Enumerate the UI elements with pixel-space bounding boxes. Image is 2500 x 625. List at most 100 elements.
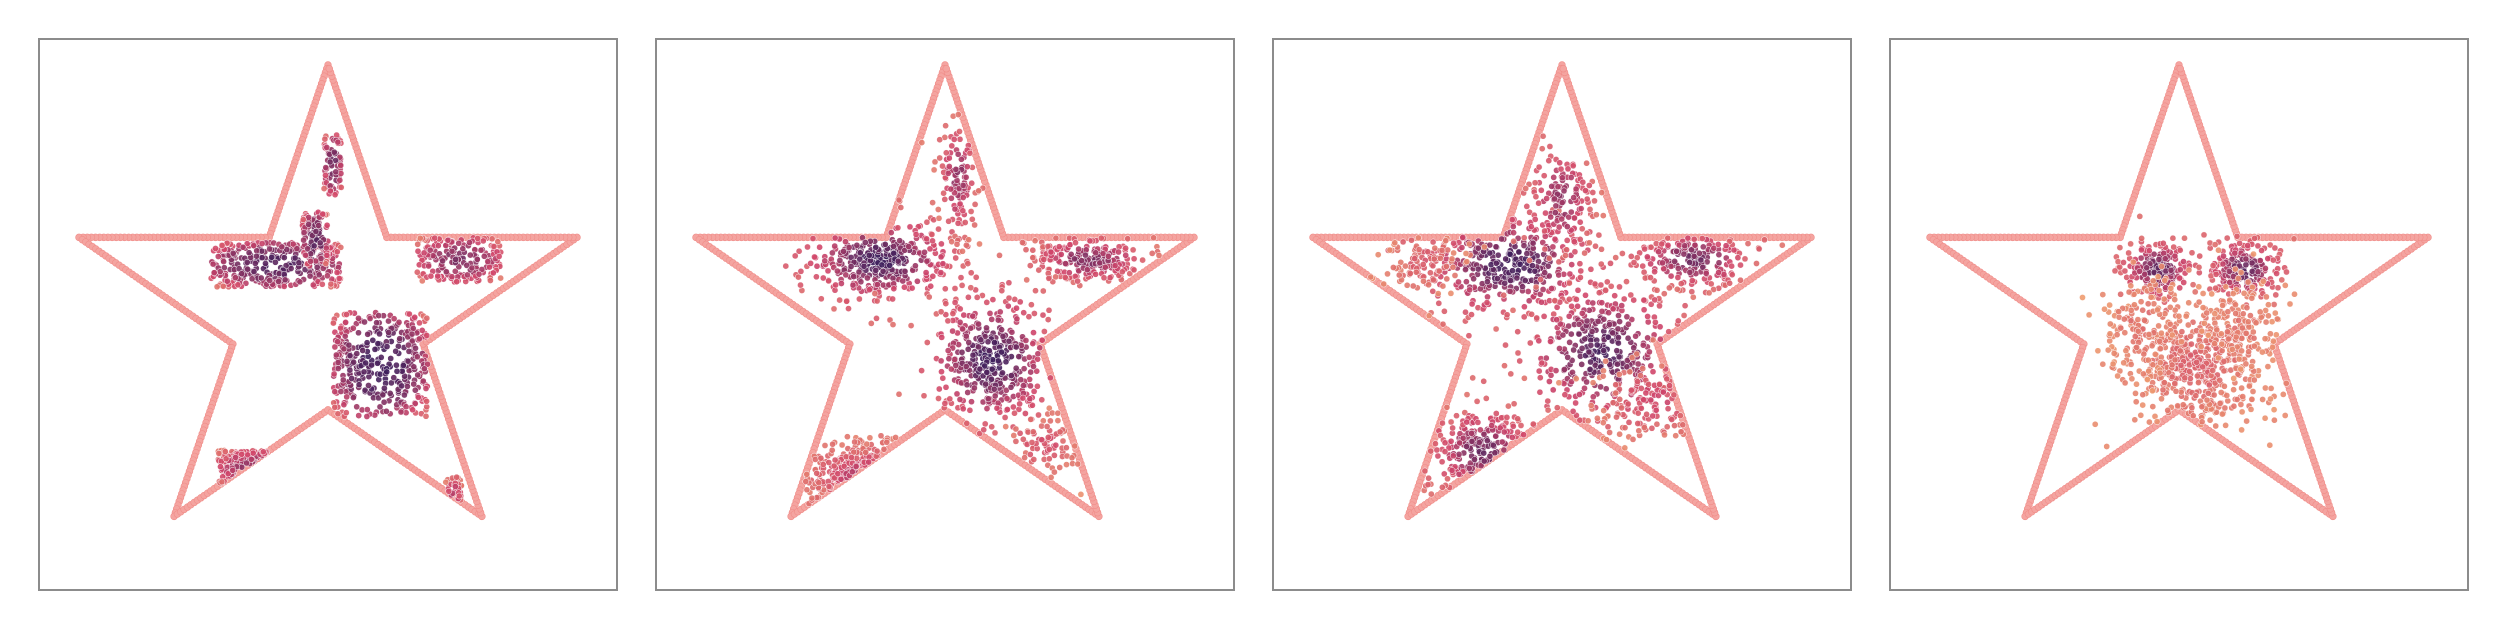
sample-point xyxy=(360,368,368,376)
sample-point xyxy=(1523,203,1531,210)
sample-point xyxy=(945,154,953,162)
sample-point xyxy=(1535,367,1543,375)
sample-point xyxy=(923,218,931,226)
sample-point xyxy=(990,385,998,393)
sample-point xyxy=(1010,432,1018,439)
boundary-point xyxy=(1559,65,1567,73)
sample-point xyxy=(951,356,959,363)
sample-point xyxy=(1576,416,1584,424)
sample-point xyxy=(395,318,403,326)
sample-point xyxy=(817,295,825,303)
sample-point xyxy=(1002,386,1010,394)
sample-point xyxy=(1067,251,1075,258)
sample-point xyxy=(1056,464,1064,471)
sample-point xyxy=(361,318,368,326)
sample-point xyxy=(946,395,954,403)
sample-point xyxy=(295,259,303,267)
sample-point xyxy=(866,434,874,442)
sample-point xyxy=(834,267,841,275)
sample-point xyxy=(1778,241,1786,249)
sample-point xyxy=(976,365,984,373)
sample-point xyxy=(958,155,965,163)
sample-point xyxy=(1664,234,1672,242)
sample-point xyxy=(1541,227,1548,235)
sample-point xyxy=(1029,428,1037,436)
sample-point xyxy=(398,382,405,390)
sample-point xyxy=(918,139,926,146)
sample-point xyxy=(306,272,314,280)
sample-point xyxy=(1543,195,1551,202)
sample-point xyxy=(1528,310,1535,318)
sample-point xyxy=(289,240,297,248)
sample-point xyxy=(443,268,450,276)
sample-point xyxy=(936,136,944,144)
sample-point xyxy=(1578,225,1586,233)
sample-point xyxy=(952,254,960,262)
sample-point xyxy=(998,348,1005,356)
sample-point xyxy=(1510,237,1517,245)
sample-point xyxy=(935,385,943,393)
sample-point xyxy=(983,369,991,376)
sample-point xyxy=(1539,132,1547,140)
sample-point xyxy=(843,297,850,305)
sample-point xyxy=(1031,310,1038,317)
sample-point xyxy=(797,268,805,275)
sample-point xyxy=(1035,266,1043,274)
sample-point xyxy=(1551,209,1559,216)
sample-point xyxy=(266,245,273,253)
sample-point xyxy=(468,264,476,272)
sample-point xyxy=(1465,332,1473,340)
sample-point xyxy=(963,381,971,389)
sample-point xyxy=(1013,315,1021,323)
sample-point xyxy=(253,252,260,260)
sample-point xyxy=(1595,231,1603,239)
sample-point xyxy=(791,252,799,260)
sample-point xyxy=(1029,340,1037,347)
sample-point xyxy=(956,200,964,208)
sample-point xyxy=(923,257,931,265)
sample-point xyxy=(1077,491,1085,498)
sample-point xyxy=(322,260,330,268)
sample-point xyxy=(409,406,416,414)
sample-point xyxy=(1710,286,1717,293)
sample-point xyxy=(216,268,224,276)
sample-point xyxy=(1092,270,1099,278)
sample-point xyxy=(1039,311,1047,319)
sample-point xyxy=(1653,420,1661,428)
sample-point xyxy=(1458,244,1466,251)
sample-point xyxy=(377,354,385,361)
sample-point xyxy=(1529,239,1537,247)
boundary-point xyxy=(325,65,333,73)
sample-point xyxy=(1498,235,1505,243)
sample-point xyxy=(410,363,418,371)
sample-point xyxy=(330,148,338,156)
sample-point xyxy=(1555,258,1563,266)
sample-point xyxy=(423,397,430,405)
sample-point xyxy=(1625,419,1633,426)
sample-point xyxy=(359,347,367,354)
scatter-plot-2 xyxy=(692,61,1198,521)
sample-point xyxy=(1579,178,1587,186)
sample-point xyxy=(1715,259,1723,267)
sample-point xyxy=(346,352,354,359)
sample-point xyxy=(244,265,251,273)
sample-point xyxy=(1052,273,1059,281)
sample-point xyxy=(404,383,411,390)
sample-point xyxy=(1677,280,1685,287)
sample-point xyxy=(1040,256,1048,263)
sample-point xyxy=(334,365,342,372)
sample-point xyxy=(991,392,999,400)
sample-point xyxy=(368,361,375,369)
sample-point xyxy=(217,463,224,471)
sample-point xyxy=(959,405,967,413)
sample-point xyxy=(966,406,974,414)
sample-point xyxy=(411,386,419,394)
sample-point xyxy=(1030,329,1037,336)
sample-point xyxy=(1523,250,1531,257)
sample-point xyxy=(1463,278,1470,286)
sample-point xyxy=(350,358,357,366)
sample-point xyxy=(1086,237,1094,245)
sample-point xyxy=(475,270,483,278)
sample-point xyxy=(988,375,995,383)
sample-point xyxy=(494,238,502,246)
